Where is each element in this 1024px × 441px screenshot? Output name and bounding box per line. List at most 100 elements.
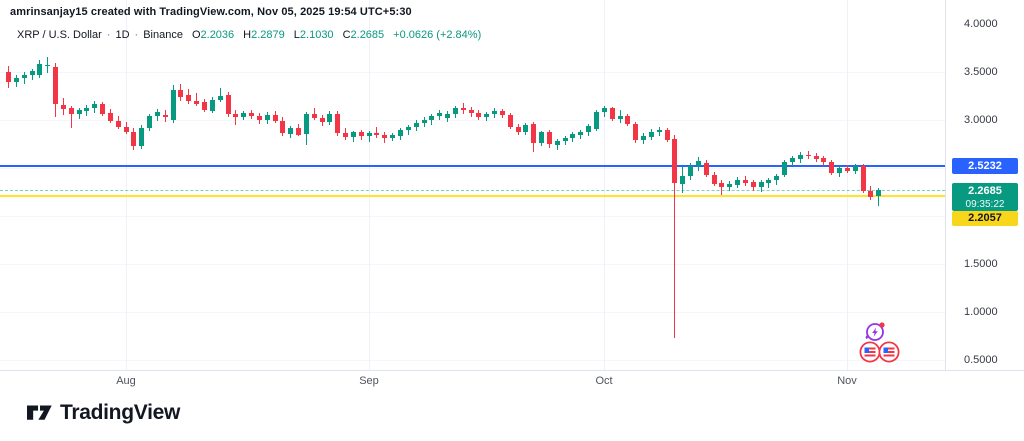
candle xyxy=(202,102,207,110)
current-price-badge: 2.2685 09:35:22 xyxy=(952,183,1018,211)
candle xyxy=(422,120,427,123)
candle xyxy=(876,190,881,196)
candle xyxy=(406,127,411,130)
candle xyxy=(696,161,701,166)
candle xyxy=(492,111,497,114)
candle xyxy=(249,113,254,116)
bar-countdown: 09:35:22 xyxy=(965,199,1005,210)
candle xyxy=(398,130,403,136)
ohlc-low: L2.1030 xyxy=(293,29,334,41)
candle xyxy=(625,116,630,124)
candle xyxy=(798,155,803,159)
price-axis[interactable]: 2.5232 2.2685 09:35:22 2.2057 4.0000 3.50… xyxy=(945,0,1024,370)
candle xyxy=(453,108,458,114)
candle xyxy=(382,135,387,138)
vertical-gridline xyxy=(369,0,370,370)
candle xyxy=(539,132,544,143)
ohlc-open: O2.2036 xyxy=(191,29,235,41)
candle xyxy=(288,128,293,134)
chart-canvas[interactable] xyxy=(0,0,945,370)
candle xyxy=(610,108,615,119)
candle-wick xyxy=(24,72,25,84)
candle xyxy=(178,90,183,97)
vertical-gridline xyxy=(604,0,605,370)
candle xyxy=(829,162,834,173)
candle xyxy=(845,168,850,171)
candle xyxy=(30,71,35,75)
symbol-title[interactable]: XRP / U.S. Dollar xyxy=(17,29,102,41)
candle-wick xyxy=(768,178,769,188)
tradingview-logo[interactable]: TradingView xyxy=(27,401,180,425)
candle xyxy=(751,182,756,187)
candle xyxy=(116,121,121,127)
change-value: +0.0626 (+2.84%) xyxy=(393,29,482,41)
candle xyxy=(868,191,873,197)
candle xyxy=(649,132,654,137)
candle xyxy=(22,75,27,78)
candle xyxy=(155,112,160,116)
candle xyxy=(327,114,332,122)
candle xyxy=(445,114,450,118)
exchange-label[interactable]: Binance xyxy=(143,29,183,41)
candle xyxy=(523,125,528,132)
footer: TradingView xyxy=(0,391,1024,441)
candle xyxy=(814,156,819,159)
candle xyxy=(429,116,434,120)
time-axis-label: Nov xyxy=(837,375,857,387)
candle xyxy=(484,114,489,117)
horizontal-gridline xyxy=(0,264,945,265)
legend-separator: · xyxy=(134,29,139,41)
time-axis-label: Sep xyxy=(359,375,379,387)
candle xyxy=(163,115,168,117)
candle xyxy=(312,114,317,118)
candle xyxy=(367,133,372,136)
candle xyxy=(735,180,740,185)
interval-label[interactable]: 1D xyxy=(115,29,130,41)
candle xyxy=(304,114,309,134)
candle-wick xyxy=(376,127,377,138)
candle xyxy=(77,110,82,114)
candle xyxy=(782,162,787,175)
candle xyxy=(727,184,732,187)
candle xyxy=(390,135,395,138)
candle-wick xyxy=(235,110,236,125)
candle xyxy=(563,138,568,141)
candle-wick xyxy=(721,180,722,195)
candle xyxy=(516,127,521,132)
candle xyxy=(547,132,552,144)
candle xyxy=(766,180,771,183)
candle xyxy=(359,132,364,136)
candle xyxy=(469,110,474,113)
candle xyxy=(774,176,779,180)
candle xyxy=(218,96,223,100)
candle xyxy=(704,163,709,175)
price-axis-label: 3.5000 xyxy=(964,66,998,78)
horizontal-gridline xyxy=(0,72,945,73)
candle xyxy=(45,65,50,66)
candle xyxy=(743,180,748,183)
candle xyxy=(508,115,513,127)
us-economic-events-icon[interactable] xyxy=(858,340,902,364)
candle xyxy=(100,104,105,114)
horizontal-gridline xyxy=(0,360,945,361)
horizontal-gridline xyxy=(0,168,945,169)
tradingview-logo-mark xyxy=(27,405,52,420)
candle xyxy=(194,101,199,104)
candle xyxy=(92,104,97,108)
event-markers xyxy=(856,318,906,366)
candle xyxy=(6,72,11,82)
price-axis-label: 1.0000 xyxy=(964,306,998,318)
flash-event-icon[interactable] xyxy=(862,318,888,344)
candle xyxy=(351,132,356,137)
candle-wick xyxy=(878,188,879,206)
time-axis-label: Aug xyxy=(116,375,136,387)
yellow-line-price-badge: 2.2057 xyxy=(952,211,1018,226)
time-axis[interactable]: Aug Sep Oct Nov xyxy=(0,370,1024,393)
tradingview-logo-text: TradingView xyxy=(60,401,181,424)
candle-wick xyxy=(196,93,197,106)
candle xyxy=(437,113,442,116)
legend-separator: · xyxy=(106,29,111,41)
candle xyxy=(806,155,811,156)
candle xyxy=(108,113,113,121)
candle xyxy=(602,108,607,112)
